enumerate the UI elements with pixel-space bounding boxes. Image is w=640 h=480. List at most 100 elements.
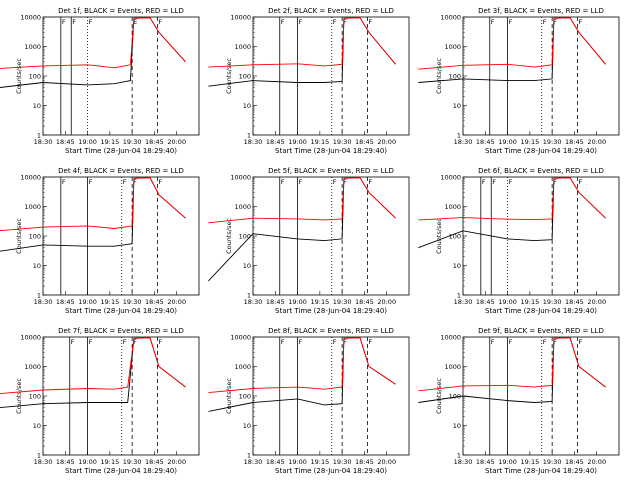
y-tick-label: 100 bbox=[29, 73, 41, 81]
x-tick-label: 19:15 bbox=[520, 458, 539, 466]
y-tick-label: 1 bbox=[457, 132, 461, 140]
y-tick-label: 1000 bbox=[444, 203, 461, 211]
x-tick-label: 18:30 bbox=[244, 458, 263, 466]
event-marker-label: F bbox=[543, 18, 547, 26]
x-axis-label: Start Time (28-Jun-04 18:29:40) bbox=[65, 147, 177, 155]
x-tick-label: 20:00 bbox=[167, 298, 186, 306]
y-tick-label: 10000 bbox=[20, 334, 41, 342]
x-axis-label: Start Time (28-Jun-04 18:29:40) bbox=[485, 307, 597, 315]
plot-frame bbox=[252, 336, 410, 456]
x-tick-label: 18:30 bbox=[34, 458, 53, 466]
y-tick-label: 10 bbox=[33, 102, 41, 110]
panel-3: Det 3f, BLACK = Events, RED = LLD 1 10 100 1… bbox=[418, 7, 620, 155]
x-tick-label: 19:00 bbox=[498, 298, 517, 306]
event-marker-label: F bbox=[482, 178, 486, 186]
y-axis-label: Counts/sec bbox=[15, 218, 23, 254]
x-tick-label: 19:00 bbox=[498, 138, 517, 146]
event-marker-label: F bbox=[158, 338, 162, 346]
y-tick-label: 1 bbox=[247, 292, 251, 300]
event-marker-label: F bbox=[368, 178, 372, 186]
x-tick-label: 19:15 bbox=[520, 138, 539, 146]
series-line-lld bbox=[0, 17, 186, 69]
x-tick-label: 18:45 bbox=[565, 458, 584, 466]
x-tick-label: 20:00 bbox=[587, 138, 606, 146]
panel-7: Det 7f, BLACK = Events, RED = LLD 1 10 100 1… bbox=[0, 327, 200, 475]
x-tick-label: 19:15 bbox=[310, 458, 329, 466]
x-axis-label: Start Time (28-Jun-04 18:29:40) bbox=[275, 307, 387, 315]
panel-title: Det 9f, BLACK = Events, RED = LLD bbox=[478, 327, 604, 335]
y-tick-label: 1000 bbox=[24, 203, 41, 211]
x-tick-label: 19:00 bbox=[288, 298, 307, 306]
x-tick-label: 19:00 bbox=[498, 458, 517, 466]
event-marker-label: F bbox=[578, 178, 582, 186]
x-tick-label: 19:00 bbox=[78, 458, 97, 466]
y-tick-label: 10000 bbox=[440, 14, 461, 22]
x-axis-label: Start Time (28-Jun-04 18:29:40) bbox=[485, 147, 597, 155]
event-marker-label: F bbox=[133, 178, 137, 186]
x-tick-label: 19:15 bbox=[310, 298, 329, 306]
plot-frame bbox=[252, 16, 410, 136]
event-marker-label: F bbox=[368, 338, 372, 346]
y-axis-label: Counts/sec bbox=[435, 378, 443, 414]
y-tick-label: 100 bbox=[239, 393, 251, 401]
panel-title: Det 6f, BLACK = Events, RED = LLD bbox=[478, 167, 604, 175]
y-tick-label: 10 bbox=[453, 102, 461, 110]
event-marker-label: F bbox=[299, 338, 303, 346]
y-axis-label: Counts/sec bbox=[225, 218, 233, 254]
x-tick-label: 18:30 bbox=[454, 298, 473, 306]
event-marker-label: F bbox=[281, 18, 285, 26]
series-line-lld bbox=[0, 337, 186, 395]
x-tick-label: 18:30 bbox=[34, 138, 53, 146]
y-tick-label: 100 bbox=[449, 73, 461, 81]
event-marker-label: F bbox=[578, 18, 582, 26]
event-marker-label: F bbox=[491, 18, 495, 26]
x-tick-label: 18:45 bbox=[266, 298, 285, 306]
x-tick-label: 20:00 bbox=[587, 458, 606, 466]
x-tick-label: 19:15 bbox=[310, 138, 329, 146]
x-axis-label: Start Time (28-Jun-04 18:29:40) bbox=[65, 467, 177, 475]
event-marker-label: F bbox=[343, 18, 347, 26]
y-axis-label: Counts/sec bbox=[225, 378, 233, 414]
panel-6: Det 6f, BLACK = Events, RED = LLD 1 10 100 1… bbox=[418, 167, 620, 315]
plot-frame bbox=[42, 16, 200, 136]
event-marker-label: F bbox=[553, 18, 557, 26]
x-tick-label: 18:30 bbox=[454, 138, 473, 146]
x-tick-label: 20:00 bbox=[377, 138, 396, 146]
x-tick-label: 18:30 bbox=[244, 138, 263, 146]
y-tick-label: 1 bbox=[247, 132, 251, 140]
panel-4: Det 4f, BLACK = Events, RED = LLD 1 10 100 1… bbox=[0, 167, 200, 315]
y-tick-label: 10000 bbox=[230, 174, 251, 182]
panel-title: Det 7f, BLACK = Events, RED = LLD bbox=[58, 327, 184, 335]
event-marker-label: F bbox=[343, 178, 347, 186]
x-tick-label: 19:30 bbox=[123, 138, 142, 146]
y-tick-label: 1000 bbox=[24, 43, 41, 51]
y-axis-label: Counts/sec bbox=[225, 58, 233, 94]
y-tick-label: 100 bbox=[29, 233, 41, 241]
event-marker-label: F bbox=[62, 18, 66, 26]
x-tick-label: 18:45 bbox=[565, 138, 584, 146]
y-tick-label: 1 bbox=[457, 452, 461, 460]
event-marker-label: F bbox=[491, 338, 495, 346]
x-tick-label: 18:45 bbox=[145, 298, 164, 306]
panel-title: Det 2f, BLACK = Events, RED = LLD bbox=[268, 7, 394, 15]
event-marker-label: F bbox=[333, 178, 337, 186]
event-marker-label: F bbox=[89, 178, 93, 186]
event-marker-label: F bbox=[158, 18, 162, 26]
event-marker-label: F bbox=[123, 178, 127, 186]
y-tick-label: 10 bbox=[243, 262, 251, 270]
x-tick-label: 18:45 bbox=[565, 298, 584, 306]
y-tick-label: 100 bbox=[239, 233, 251, 241]
series-line-lld bbox=[208, 337, 396, 394]
event-marker-label: F bbox=[553, 178, 557, 186]
y-tick-label: 1000 bbox=[234, 363, 251, 371]
series-line-lld bbox=[418, 177, 606, 221]
series-line-lld bbox=[208, 177, 396, 224]
y-tick-label: 1000 bbox=[444, 43, 461, 51]
event-marker-label: F bbox=[158, 178, 162, 186]
y-tick-label: 10000 bbox=[230, 334, 251, 342]
panel-title: Det 8f, BLACK = Events, RED = LLD bbox=[268, 327, 394, 335]
event-marker-label: F bbox=[123, 338, 127, 346]
x-tick-label: 19:30 bbox=[333, 298, 352, 306]
x-tick-label: 20:00 bbox=[377, 298, 396, 306]
